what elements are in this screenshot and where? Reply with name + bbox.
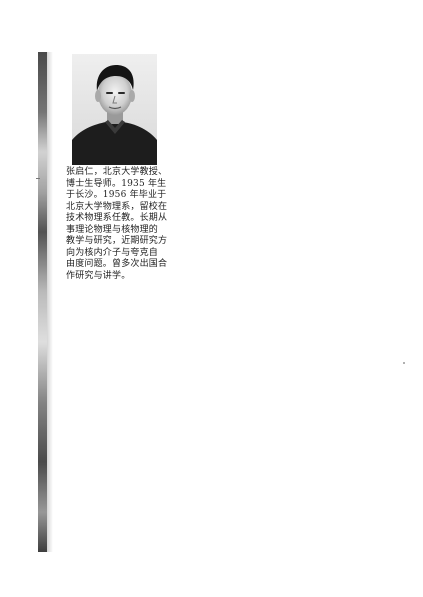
caption-line: 技术物理系任教。长期从 [66,213,168,223]
author-portrait-photo [72,54,157,165]
caption-line: 于长沙。1956 年毕业于 [66,190,167,200]
caption-line: 向为核内介子与夸克自 [66,247,159,258]
caption-line: 博士生导师。1935 年生 [66,178,167,189]
caption-line: 北京大学物理系，留校在 [66,201,168,212]
author-biography-caption: 张启仁，北京大学教授、 博士生导师。1935 年生 于长沙。1956 年毕业于 … [66,167,184,282]
scan-speck [403,362,405,364]
caption-line: 作研究与讲学。 [66,270,131,281]
page-binding-shadow [38,52,53,552]
caption-line: 由度问题。曾多次出国合 [66,259,168,269]
edge-mark [36,178,40,179]
caption-line: 教学与研究，近期研究方 [66,236,168,246]
caption-line: 张启仁，北京大学教授、 [66,167,168,177]
caption-line: 事理论物理与核物理的 [66,224,159,235]
